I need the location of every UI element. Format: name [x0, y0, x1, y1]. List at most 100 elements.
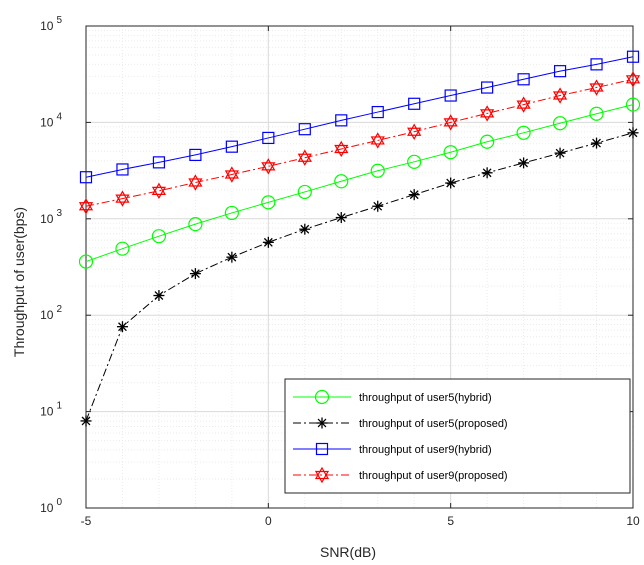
- data-point: [299, 223, 311, 235]
- x-tick-label: 5: [447, 514, 454, 528]
- data-point: [78, 198, 94, 215]
- data-point: [553, 65, 567, 78]
- legend-marker: [314, 389, 330, 405]
- data-point: [188, 217, 203, 232]
- data-point: [554, 147, 566, 159]
- data-point: [443, 145, 458, 160]
- data-point: [625, 97, 641, 112]
- data-point: [224, 166, 239, 183]
- data-point: [408, 189, 420, 201]
- data-point: [370, 132, 385, 149]
- data-point: [625, 71, 641, 88]
- data-point: [626, 50, 640, 63]
- data-point: [225, 140, 238, 153]
- data-point: [518, 157, 530, 169]
- data-point: [334, 174, 349, 189]
- series-4: [78, 71, 641, 215]
- data-point: [517, 73, 530, 86]
- data-point: [481, 81, 494, 94]
- legend-item: throughput of user9(hybrid): [293, 442, 492, 456]
- data-point: [297, 149, 312, 166]
- legend-label: throughput of user5(hybrid): [359, 392, 492, 404]
- data-point: [591, 137, 603, 149]
- x-tick-label: 0: [265, 514, 272, 528]
- legend-item: throughput of user5(proposed): [293, 417, 508, 430]
- data-point: [189, 268, 201, 280]
- series-2: [80, 127, 639, 427]
- data-point: [445, 177, 457, 189]
- data-point: [627, 127, 639, 139]
- x-axis-label: SNR(dB): [320, 544, 376, 560]
- legend-marker: [316, 417, 328, 429]
- data-point: [298, 123, 311, 136]
- data-point: [262, 131, 275, 145]
- data-point: [189, 148, 202, 162]
- data-point: [481, 167, 493, 179]
- data-point: [552, 87, 568, 104]
- data-point: [371, 105, 384, 119]
- legend: throughput of user5(hybrid) throughput of…: [284, 378, 631, 494]
- series-layer: [78, 50, 641, 427]
- data-point: [80, 415, 92, 427]
- series-3: [79, 50, 640, 184]
- legend-item: throughput of user9(proposed): [293, 466, 508, 484]
- legend-marker: [315, 442, 329, 456]
- legend-box: [284, 378, 631, 494]
- data-point: [334, 140, 349, 158]
- y-tick-label: 10 4: [40, 111, 62, 129]
- data-point: [407, 123, 422, 140]
- x-tick-label: -5: [81, 514, 92, 528]
- data-point: [224, 205, 239, 221]
- data-point: [261, 158, 276, 175]
- data-point: [408, 97, 421, 110]
- y-tick-label: 10 1: [40, 401, 62, 419]
- legend-label: throughput of user5(proposed): [359, 418, 508, 430]
- series-line: [85, 104, 634, 263]
- data-point: [152, 156, 166, 169]
- data-point: [115, 190, 130, 207]
- data-point: [372, 200, 384, 212]
- data-point: [116, 163, 129, 176]
- data-point: [115, 241, 130, 256]
- y-axis-label: Throughput of user(bps): [11, 207, 27, 357]
- axes-box: [85, 25, 634, 509]
- data-point: [335, 212, 347, 224]
- data-point: [335, 114, 348, 127]
- data-point: [516, 96, 531, 113]
- data-point: [151, 229, 167, 244]
- data-point: [262, 236, 274, 248]
- data-point: [589, 79, 604, 96]
- data-point: [370, 163, 385, 178]
- legend-item: throughput of user5(hybrid): [293, 389, 492, 405]
- series-line: [85, 78, 634, 207]
- legend-marker: [314, 466, 330, 484]
- series-1: [78, 97, 641, 269]
- series-line: [85, 56, 634, 178]
- data-point: [79, 171, 93, 184]
- data-point: [151, 182, 167, 200]
- data-point: [116, 321, 128, 333]
- data-point: [480, 134, 495, 149]
- data-point: [78, 254, 94, 269]
- data-point: [407, 154, 422, 169]
- data-point: [444, 89, 457, 102]
- x-tick-label: 10: [626, 514, 640, 528]
- y-tick-label: 10 0: [40, 497, 62, 515]
- legend-label: throughput of user9(hybrid): [359, 444, 492, 456]
- data-point: [226, 251, 238, 263]
- data-point: [516, 125, 531, 140]
- data-point: [589, 106, 604, 121]
- data-point: [153, 290, 165, 302]
- data-point: [480, 105, 495, 122]
- data-point: [443, 114, 458, 131]
- legend-label: throughput of user9(proposed): [359, 470, 508, 482]
- data-point: [188, 174, 203, 191]
- data-point: [552, 116, 568, 131]
- data-point: [590, 58, 603, 71]
- data-point: [297, 184, 312, 200]
- y-tick-label: 10 3: [40, 208, 62, 226]
- y-tick-label: 10 5: [40, 15, 62, 33]
- y-tick-label: 10 2: [40, 304, 62, 322]
